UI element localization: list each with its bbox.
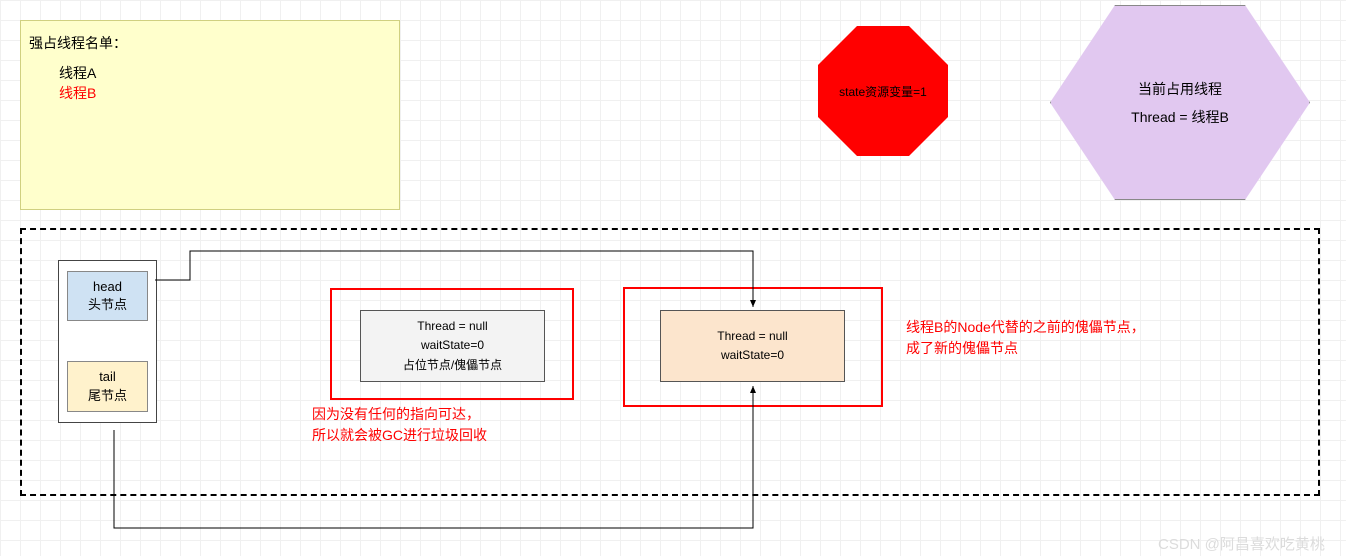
node2-l1: Thread = null (717, 327, 787, 346)
node1-l3: 占位节点/傀儡节点 (403, 356, 502, 375)
sticky-note: 强占线程名单： 线程A 线程B (20, 20, 400, 210)
hexagon-thread-owner: 当前占用线程 Thread = 线程B (1050, 5, 1310, 200)
hexagon-line2: Thread = 线程B (1131, 103, 1229, 131)
hexagon-line1: 当前占用线程 (1138, 75, 1222, 103)
state-text: state资源变量=1 (839, 83, 927, 100)
sticky-thread-a: 线程A (59, 63, 391, 83)
tail-label1: tail (88, 368, 127, 386)
head-box: head 头节点 (67, 271, 148, 321)
tail-box: tail 尾节点 (67, 361, 148, 411)
node1-l1: Thread = null (417, 317, 487, 336)
head-label2: 头节点 (88, 296, 127, 314)
node-placeholder: Thread = null waitState=0 占位节点/傀儡节点 (360, 310, 545, 382)
watermark: CSDN @阿昌喜欢吃黄桃 (1158, 533, 1325, 554)
sticky-thread-b: 线程B (59, 83, 391, 103)
state-octagon: state资源变量=1 (818, 26, 948, 156)
caption2b: 成了新的傀儡节点 (906, 338, 1145, 359)
node1-l2: waitState=0 (421, 336, 484, 355)
head-tail-box: head 头节点 tail 尾节点 (58, 260, 157, 423)
caption2a: 线程B的Node代替的之前的傀儡节点， (906, 317, 1145, 338)
node2-l2: waitState=0 (721, 346, 784, 365)
node-new-dummy: Thread = null waitState=0 (660, 310, 845, 382)
caption-gc: 因为没有任何的指向可达， 所以就会被GC进行垃圾回收 (312, 404, 487, 446)
caption1b: 所以就会被GC进行垃圾回收 (312, 425, 487, 446)
sticky-title: 强占线程名单： (29, 33, 391, 53)
head-label1: head (88, 278, 127, 296)
caption-new-dummy: 线程B的Node代替的之前的傀儡节点， 成了新的傀儡节点 (906, 317, 1145, 359)
tail-label2: 尾节点 (88, 387, 127, 405)
caption1a: 因为没有任何的指向可达， (312, 404, 487, 425)
